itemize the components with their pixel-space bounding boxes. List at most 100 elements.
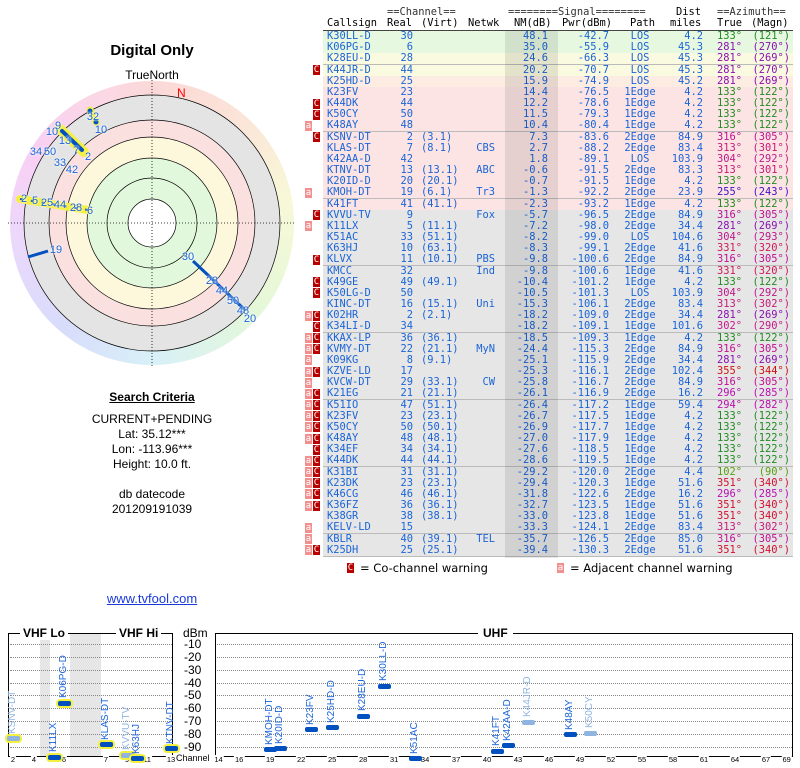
- polar-channel-label: 44: [215, 285, 229, 297]
- table-row[interactable]: KLAS-DT 7 (8.1) CBS 2.7 -88.2 2Edge 83.4 313° (30…: [323, 142, 793, 155]
- co-channel-warning-icon: C: [313, 254, 320, 265]
- polar-plot: N 32 10 9 10 13 7 2 34 50 33 42 2 5 25 44 28 6 19 30 23 44 50…: [0, 0, 300, 380]
- polar-channel-label: 10: [94, 124, 108, 136]
- table-row[interactable]: KINC-DT 16 (15.1) Uni -15.3 -106.1 2Edge 83.4 31…: [323, 298, 793, 312]
- path-type: LOS: [630, 63, 650, 76]
- tvfool-link[interactable]: www.tvfool.com: [106, 591, 198, 606]
- azimuth-true: 351°: [717, 510, 743, 523]
- distance: 45.3: [677, 63, 703, 76]
- azimuth-magnetic: (282°): [752, 398, 790, 411]
- table-row[interactable]: K02HR 2 (2.1) -18.2 -109.0 2Edge 34.4 281° (269°…: [323, 309, 793, 323]
- callsign: K51AC: [327, 231, 359, 244]
- distance: 4.2: [684, 119, 703, 132]
- azimuth-magnetic: (340°): [752, 499, 790, 512]
- channel-tick: 11: [142, 755, 152, 764]
- signal-marker[interactable]: [131, 756, 144, 762]
- table-row[interactable]: K25DH 25 (25.1) -39.4 -130.3 2Edge 51.6 351° (34…: [323, 543, 793, 557]
- signal-marker[interactable]: [165, 746, 178, 752]
- network: PBS: [476, 253, 495, 266]
- table-row[interactable]: KSNV-DT 2 (3.1) 7.3 -83.6 2Edge 84.9 316° (305°): [323, 130, 793, 144]
- noise-margin: -39.4: [516, 543, 548, 556]
- real-channel: 48: [400, 119, 413, 132]
- true-north-label: TrueNorth: [125, 68, 179, 82]
- polar-channel-label: 50: [43, 146, 57, 158]
- azimuth-magnetic: (269°): [752, 74, 790, 87]
- table-row[interactable]: K42AA-D 42 1.8 -89.1 LOS 103.9 304° (292°): [323, 153, 793, 166]
- azimuth-true: 313°: [717, 164, 743, 177]
- polar-channel-label: 19: [49, 244, 63, 256]
- noise-margin: -2.3: [522, 197, 548, 210]
- path-type: 1Edge: [624, 264, 656, 277]
- signal-marker[interactable]: [563, 732, 577, 738]
- signal-marker[interactable]: [7, 736, 20, 742]
- signal-marker[interactable]: [584, 730, 598, 736]
- distance: 59.4: [677, 398, 703, 411]
- co-channel-warning-icon: C: [313, 388, 320, 399]
- table-row[interactable]: K44JR-D 44 20.2 -70.7 LOS 45.3 281° (270°): [323, 63, 793, 77]
- signal-marker[interactable]: [121, 752, 134, 758]
- signal-marker[interactable]: [58, 700, 71, 706]
- table-row[interactable]: K28EU-D 28 24.6 -66.3 LOS 45.3 281° (269°): [323, 52, 793, 66]
- table-row[interactable]: K09KG 8 (9.1) -25.1 -115.9 2Edge 34.4 281° (269°…: [323, 354, 793, 367]
- table-row[interactable]: K48AY 48 10.4 -80.4 1Edge 4.2 133° (122°): [323, 119, 793, 133]
- callsign: K20ID-D: [327, 175, 371, 188]
- noise-margin: -33.0: [516, 510, 548, 523]
- distance: 83.4: [677, 521, 703, 534]
- real-channel: 5: [406, 219, 413, 232]
- azimuth-magnetic: (270°): [752, 63, 790, 76]
- signal-marker[interactable]: [274, 746, 288, 752]
- path-type: 1Edge: [624, 275, 656, 288]
- signal-marker[interactable]: [48, 754, 61, 760]
- table-row[interactable]: K50CY 50 (50.1) -26.9 -117.7 1Edge 4.2 133° (122…: [323, 420, 793, 434]
- azimuth-magnetic: (122°): [752, 454, 790, 467]
- signal-marker[interactable]: [377, 683, 391, 689]
- table-row[interactable]: KVMY-DT 22 (21.1) MyN -24.4 -115.3 2Edge 84.9 31…: [323, 342, 793, 356]
- gridline: [10, 734, 172, 736]
- signal-power: -83.6: [577, 130, 609, 143]
- noise-margin: -29.2: [516, 465, 548, 478]
- table-row[interactable]: K63HJ 10 (63.1) -8.3 -99.1 2Edge 41.6 331° (320°…: [323, 242, 793, 256]
- callsign: K44DK: [327, 97, 359, 110]
- station-label: K20ID-D: [274, 705, 286, 744]
- signal-marker[interactable]: [408, 756, 422, 762]
- signal-marker[interactable]: [501, 743, 515, 749]
- table-row[interactable]: K34LI-D 34 -18.2 -109.1 1Edge 101.6 302° (290°): [323, 320, 793, 334]
- signal-marker[interactable]: [326, 725, 340, 731]
- callsign: KINC-DT: [327, 298, 371, 311]
- virtual-channel: (6.1): [421, 186, 453, 199]
- db-datecode-label: db datecode: [118, 487, 186, 501]
- signal-power: -117.7: [571, 420, 609, 433]
- signal-marker[interactable]: [100, 742, 113, 748]
- real-channel: 11: [400, 253, 413, 266]
- col-virt: (Virt): [421, 17, 459, 29]
- co-channel-warning-icon: C: [313, 489, 320, 500]
- adjacent-warning-icon: a: [305, 534, 312, 545]
- path-type: 2Edge: [624, 543, 656, 556]
- adjacent-warning-icon: a: [305, 455, 312, 466]
- channel-tick: 69: [781, 755, 792, 764]
- y-tick-label: -70: [184, 714, 202, 729]
- distance: 45.2: [677, 74, 703, 87]
- distance: 16.2: [677, 387, 703, 400]
- distance: 4.2: [684, 331, 703, 344]
- signal-marker[interactable]: [491, 748, 505, 754]
- signal-marker[interactable]: [305, 727, 319, 733]
- table-row[interactable]: KELV-LD 15 -33.3 -124.1 2Edge 83.4 313° (302°): [323, 521, 793, 535]
- table-row[interactable]: K38GR 38 (38.1) -33.0 -123.8 1Edge 51.6 351° (34…: [323, 510, 793, 524]
- path-type: 2Edge: [624, 342, 656, 355]
- callsign: K23DK: [327, 476, 359, 489]
- table-row[interactable]: K06PG-D 6 35.0 -55.9 LOS 45.3 281° (270°): [323, 41, 793, 55]
- channel-tick: 55: [636, 755, 648, 764]
- azimuth-magnetic: (285°): [752, 487, 790, 500]
- signal-marker[interactable]: [264, 747, 278, 753]
- azimuth-magnetic: (301°): [752, 164, 790, 177]
- noise-margin: -26.7: [516, 409, 548, 422]
- table-row[interactable]: KBLR 40 (39.1) TEL -35.7 -126.5 2Edge 85.0 316° (…: [323, 533, 793, 546]
- station-label: K30LL-D: [377, 641, 389, 682]
- signal-marker[interactable]: [522, 719, 536, 725]
- channel-tick: 58: [667, 755, 679, 764]
- azimuth-true: 316°: [717, 130, 743, 143]
- distance: 4.2: [684, 432, 703, 445]
- signal-marker[interactable]: [357, 713, 371, 719]
- table-row[interactable]: KLVX 11 (10.1) PBS -9.8 -100.6 2Edge 84.9 316° (3…: [323, 253, 793, 267]
